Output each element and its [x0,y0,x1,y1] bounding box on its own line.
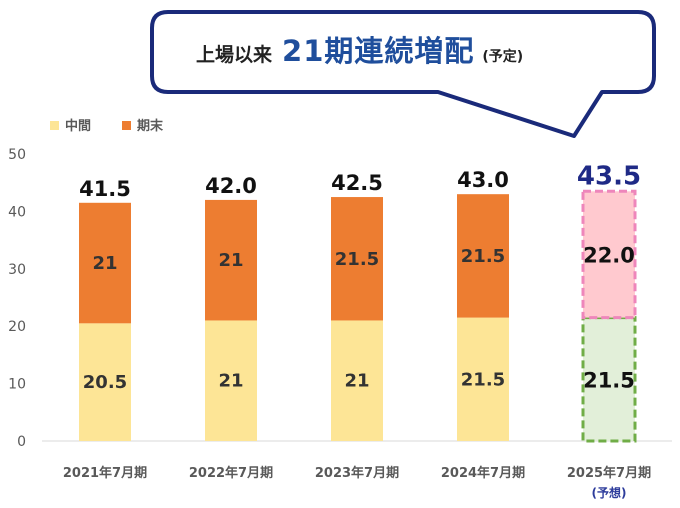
callout-text: 上場以来 21期連続増配 (予定) [196,28,523,78]
segment-value-label: 21 [218,250,243,271]
bar-final-forecast [581,189,637,320]
x-tick-label: 2021年7月期 [63,465,147,481]
y-tick-label: 0 [17,434,26,450]
bar-interim [331,320,383,441]
bar-final [457,194,509,318]
total-value-label: 43.0 [457,168,509,192]
legend-swatch-interim [50,121,59,130]
segment-value-label: 21 [218,371,243,392]
data-labels: 20.5 21 41.5 21 21 42.0 21 21.5 42.5 21.5 21.5 43.0… [79,161,641,393]
bars [79,189,637,443]
x-tick-label: 2025年7月期 [567,465,651,481]
x-tick-label: 2022年7月期 [189,465,273,481]
callout-headline: 21期連続増配 [282,34,475,68]
bar-interim-forecast [581,316,637,443]
segment-value-label: 21 [344,371,369,392]
segment-value-label: 21 [92,253,117,274]
total-value-label: 41.5 [79,177,131,201]
segment-value-label: 21.5 [461,369,505,390]
segment-value-label: 20.5 [83,372,127,393]
bar-final [79,202,131,324]
y-tick-label: 30 [8,262,26,278]
x-axis: 2021年7月期 2022年7月期 2023年7月期 2024年7月期 2025年7月期… [63,465,651,500]
legend: 中間 期末 [50,118,164,134]
bar-interim [79,323,131,441]
total-value-label: 42.0 [205,174,257,198]
callout-bubble [150,10,656,138]
legend-label-interim: 中間 [65,118,91,134]
legend-swatch-final [122,121,131,130]
y-tick-label: 10 [8,377,26,393]
segment-value-label: 21.5 [461,246,505,267]
total-value-label: 42.5 [331,171,383,195]
bar-final [205,199,257,321]
y-tick-label: 40 [8,204,26,220]
y-tick-label: 20 [8,319,26,335]
bar-interim [205,320,257,441]
x-tick-label: 2024年7月期 [441,465,525,481]
segment-value-label: 21.5 [583,368,635,392]
segment-value-label: 21.5 [335,249,379,270]
x-tick-label: 2023年7月期 [315,465,399,481]
callout-prefix: 上場以来 [196,44,273,66]
y-axis: 0 10 20 30 40 50 [8,147,26,450]
callout-suffix: (予定) [482,49,524,65]
forecast-note: (予想) [592,485,627,500]
bar-interim [457,317,509,441]
total-value-label: 43.5 [577,161,641,191]
y-tick-label: 50 [8,147,26,163]
bar-final [331,197,383,321]
legend-label-final: 期末 [137,118,164,134]
segment-value-label: 22.0 [583,243,635,267]
